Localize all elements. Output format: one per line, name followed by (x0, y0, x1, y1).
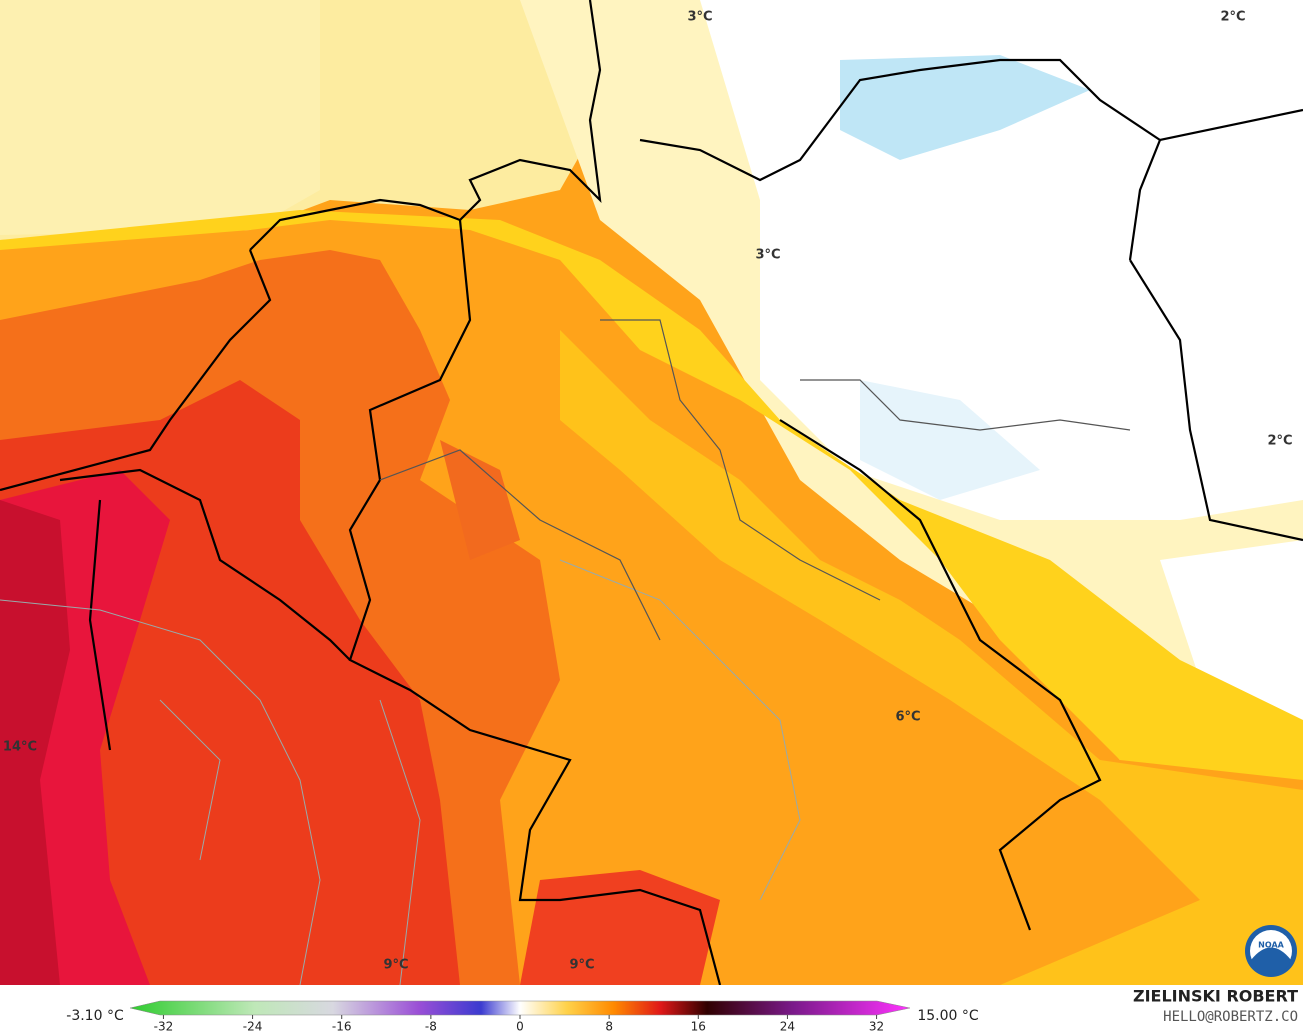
colorbar-tick-label: -24 (243, 1020, 263, 1034)
temperature-label: 3°C (755, 248, 780, 263)
coastline (249, 0, 602, 251)
region-border (379, 319, 1131, 641)
map-labels: 3°C 2°C 3°C 2°C 14°C 6°C 9°C 9°C (3, 10, 1293, 973)
temperature-label: 9°C (569, 958, 594, 973)
temperature-label: 3°C (687, 10, 712, 25)
zone-pale (0, 0, 320, 235)
zone-orange-red (440, 440, 520, 560)
colorbar-tick-label: 16 (691, 1020, 706, 1034)
colorbar-ticks: -32 -24 -16 -8 0 8 16 24 32 (154, 1015, 884, 1034)
temperature-label: 14°C (3, 740, 37, 755)
border (59, 468, 351, 751)
zone-cold (860, 380, 1040, 500)
temperature-label: 6°C (895, 710, 920, 725)
border (779, 419, 1102, 931)
colorbar (129, 1000, 911, 1016)
border (1128, 139, 1303, 542)
zone-yellow (560, 330, 1303, 985)
zone-cold (840, 55, 1090, 160)
colorbar-tick-label: 24 (780, 1020, 795, 1034)
colorbar-tick-label: -8 (425, 1020, 437, 1034)
colorbar-tick-label: 0 (516, 1020, 524, 1034)
noaa-logo: NOAA (1245, 925, 1297, 977)
zone-dark-red (0, 500, 70, 985)
colorbar-tick-label: -32 (154, 1020, 174, 1034)
coastline (639, 58, 1303, 182)
legend-min: -3.10 °C (66, 1008, 124, 1024)
coastline (0, 249, 272, 492)
temperature-label: 2°C (1267, 434, 1292, 449)
zone-yellow (0, 210, 1303, 985)
region-border (0, 559, 801, 986)
logo-text: NOAA (1258, 941, 1284, 950)
map (0, 0, 1303, 985)
temperature-label: 2°C (1220, 10, 1245, 25)
colorbar-tick-label: 32 (869, 1020, 884, 1034)
credit-name: ZIELINSKI ROBERT (1133, 987, 1298, 1006)
logo-wave (1251, 947, 1291, 975)
colorbar-tick-label: -16 (332, 1020, 352, 1034)
temperature-label: 9°C (383, 958, 408, 973)
credit-contact: HELLO@ROBERTZ.CO (1163, 1009, 1298, 1025)
borders (0, 0, 1303, 986)
border (348, 219, 722, 986)
colorbar-tick-label: 8 (605, 1020, 613, 1034)
legend-max: 15.00 °C (917, 1008, 979, 1024)
